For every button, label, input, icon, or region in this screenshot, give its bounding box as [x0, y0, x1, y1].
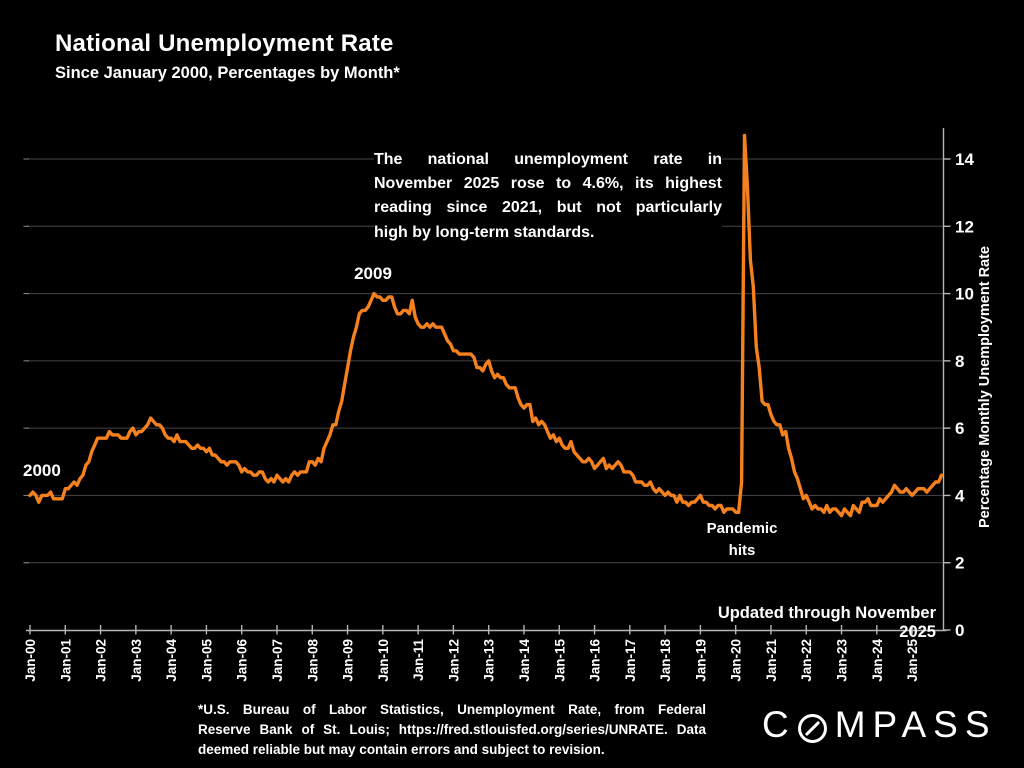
footnote-line: *U.S. Bureau of Labor Statistics, Unempl…	[198, 702, 706, 717]
x-tick-label: Jan-00	[23, 639, 38, 682]
x-tick-label: Jan-07	[270, 639, 285, 682]
annotation-line: reading since 2021, but not particularly	[374, 199, 722, 217]
x-tick-label: Jan-06	[235, 639, 250, 682]
y-tick-label: 8	[955, 352, 964, 371]
y-tick-label: 4	[955, 486, 965, 505]
compass-logo: C MPASS	[762, 702, 1012, 748]
x-tick-label: Jan-17	[623, 639, 638, 682]
x-tick-label: Jan-24	[870, 639, 885, 682]
x-tick-label: Jan-18	[658, 639, 673, 682]
x-tick-label: Jan-23	[835, 639, 850, 682]
x-tick-label: Jan-02	[94, 639, 109, 682]
label-pandemic-hits: Pandemic hits	[700, 518, 784, 562]
x-tick-label: Jan-01	[58, 639, 73, 682]
x-tick-label: Jan-20	[729, 639, 744, 682]
label-2000: 2000	[23, 461, 61, 480]
y-tick-label: 6	[955, 419, 964, 438]
source-footnote: *U.S. Bureau of Labor Statistics, Unempl…	[198, 700, 706, 760]
x-tick-label: Jan-25	[905, 639, 920, 682]
annotation-line: high by long-term standards.	[374, 223, 595, 241]
y-tick-label: 14	[955, 150, 974, 169]
pandemic-line1: Pandemic	[706, 520, 778, 537]
page-subtitle: Since January 2000, Percentages by Month…	[55, 64, 400, 82]
y-tick-label: 0	[955, 621, 964, 640]
logo-letter-c: C	[762, 704, 796, 745]
annotation-callout: The national unemployment rate in Novemb…	[374, 148, 722, 245]
x-tick-label: Jan-13	[482, 639, 497, 682]
label-updated-through: Updated through November 2025	[717, 604, 936, 641]
x-tick-label: Jan-05	[199, 639, 214, 682]
x-tick-label: Jan-08	[305, 639, 320, 682]
label-2009: 2009	[354, 264, 392, 283]
x-tick-label: Jan-19	[693, 639, 708, 682]
y-tick-label: 2	[955, 554, 964, 573]
y-tick-label: 12	[955, 217, 974, 236]
y-axis-title: Percentage Monthly Unemployment Rate	[977, 246, 993, 528]
logo-letters-mpass: MPASS	[834, 704, 997, 745]
annotation-line: November 2025 rose to 4.6%, its highest	[374, 175, 722, 193]
x-tick-label: Jan-09	[341, 639, 356, 682]
x-tick-label: Jan-22	[799, 639, 814, 682]
annotation-line: The national unemployment rate in	[374, 151, 722, 168]
footnote-line: deemed reliable but may contain errors a…	[198, 742, 605, 757]
x-tick-label: Jan-04	[164, 639, 179, 682]
x-tick-label: Jan-10	[376, 639, 391, 682]
unemployment-rate-line	[28, 133, 944, 518]
pandemic-line2: hits	[728, 542, 756, 559]
x-tick-label: Jan-16	[588, 639, 603, 682]
x-tick-label: Jan-11	[411, 639, 426, 682]
x-tick-label: Jan-15	[552, 639, 567, 682]
x-tick-label: Jan-12	[446, 639, 461, 682]
x-tick-label: Jan-03	[129, 639, 144, 682]
x-tick-label: Jan-14	[517, 639, 532, 682]
compass-o-needle-icon	[797, 711, 828, 743]
x-tick-label: Jan-21	[764, 639, 779, 682]
footnote-line: Reserve Bank of St. Louis; https://fred.…	[198, 722, 706, 737]
page-title: National Unemployment Rate	[55, 30, 394, 57]
y-tick-label: 10	[955, 285, 974, 304]
